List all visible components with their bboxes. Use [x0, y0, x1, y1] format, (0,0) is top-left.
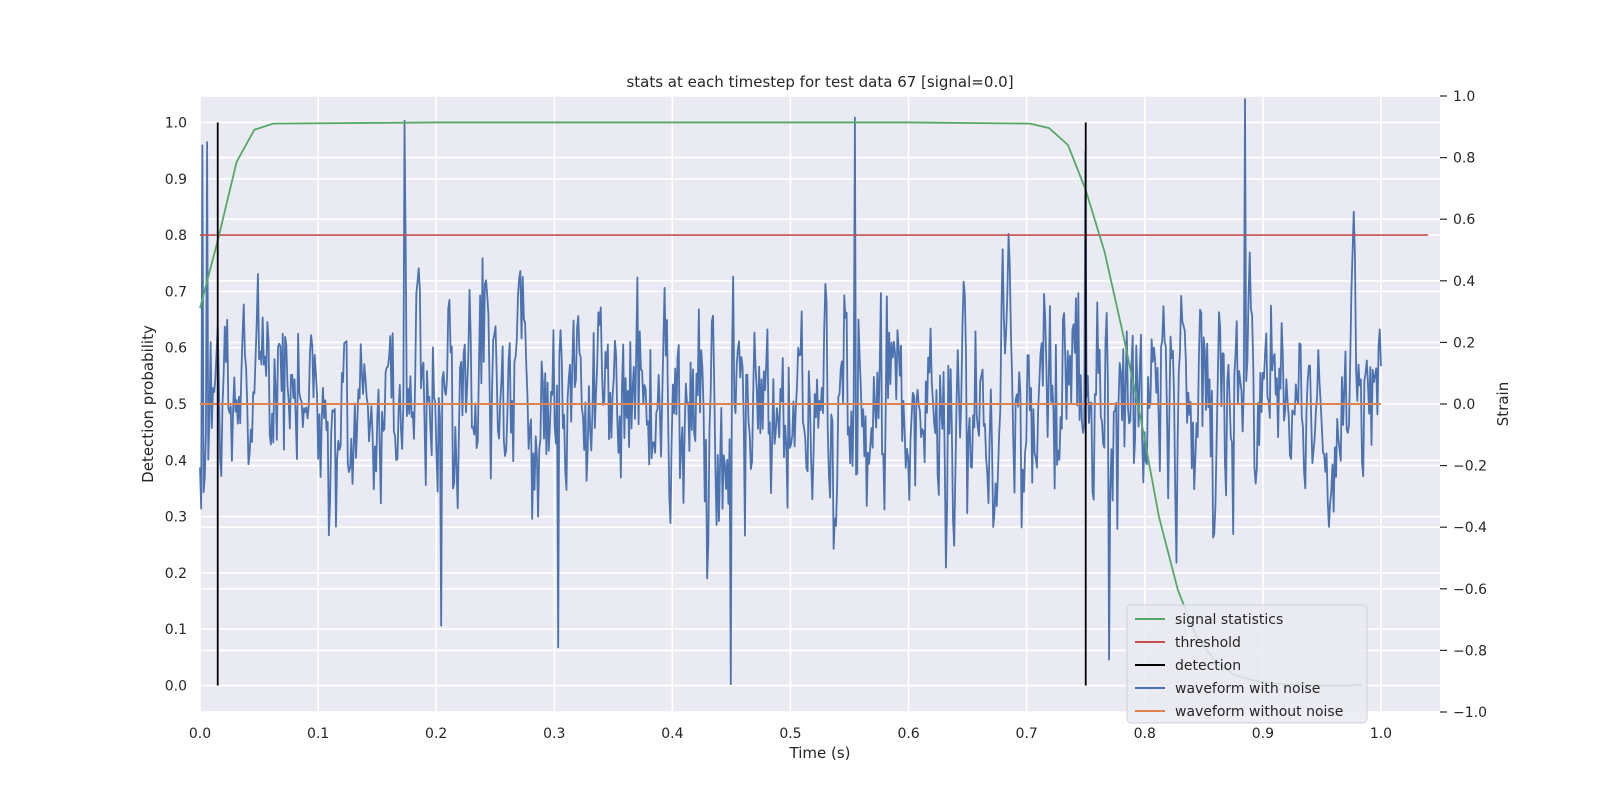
y-axis-label: Detection probability — [139, 325, 157, 483]
y-tick-label: 0.4 — [165, 453, 187, 469]
x-tick-label: 0.9 — [1252, 726, 1274, 742]
x-tick-label: 0.3 — [543, 726, 565, 742]
legend-label: signal statistics — [1175, 612, 1283, 628]
y2-tick-label: 0.6 — [1453, 212, 1475, 228]
y-tick-label: 0.5 — [165, 397, 187, 413]
x-tick-label: 0.0 — [189, 726, 211, 742]
y2-tick-label: 0.4 — [1453, 274, 1475, 290]
y2-tick-label: −0.6 — [1453, 582, 1487, 598]
y2-tick-label: −0.2 — [1453, 459, 1487, 475]
y2-axis-label: Strain — [1494, 382, 1512, 426]
x-tick-label: 1.0 — [1370, 726, 1392, 742]
y-tick-label: 0.2 — [165, 566, 187, 582]
y2-tick-label: 0.2 — [1453, 335, 1475, 351]
x-tick-label: 0.5 — [779, 726, 801, 742]
y-tick-label: 0.3 — [165, 510, 187, 526]
x-tick-label: 0.2 — [425, 726, 447, 742]
legend-label: threshold — [1175, 635, 1241, 651]
chart-title: stats at each timestep for test data 67 … — [626, 73, 1013, 91]
y2-tick-label: 1.0 — [1453, 89, 1475, 105]
x-tick-label: 0.4 — [661, 726, 683, 742]
y-tick-label: 0.1 — [165, 622, 187, 638]
series-waveform-with-noise — [199, 98, 1382, 686]
x-tick-label: 0.6 — [897, 726, 919, 742]
legend-label: detection — [1175, 658, 1241, 674]
y-tick-label: 0.7 — [165, 284, 187, 300]
legend-label: waveform with noise — [1175, 681, 1320, 697]
y-tick-label: 0.0 — [165, 679, 187, 695]
x-axis-label: Time (s) — [789, 744, 851, 762]
y2-tick-label: 0.0 — [1453, 397, 1475, 413]
y2-tick-label: −0.4 — [1453, 520, 1487, 536]
legend: signal statistics threshold detection wavef… — [1126, 604, 1368, 724]
x-tick-label: 0.1 — [307, 726, 329, 742]
y-tick-label: 1.0 — [165, 115, 187, 131]
y-tick-label: 0.8 — [165, 228, 187, 244]
axis-layer: 0.0 0.1 0.2 0.3 0.4 0.5 0.6 0.7 0.8 0.9 1.0 0.0 0.1 0… — [165, 89, 1487, 742]
y2-tick-label: −0.8 — [1453, 643, 1487, 659]
x-tick-label: 0.8 — [1134, 726, 1156, 742]
y-tick-label: 0.6 — [165, 341, 187, 357]
x-tick-label: 0.7 — [1016, 726, 1038, 742]
y2-tick-label: −1.0 — [1453, 705, 1487, 721]
series-layer — [199, 98, 1429, 687]
legend-box — [1126, 604, 1368, 724]
y2-tick-label: 0.8 — [1453, 151, 1475, 167]
y-tick-label: 0.9 — [165, 172, 187, 188]
legend-label: waveform without noise — [1175, 704, 1343, 720]
